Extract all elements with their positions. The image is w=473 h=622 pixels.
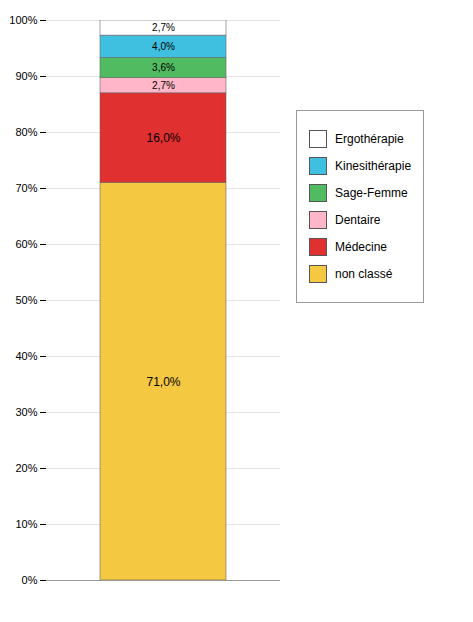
svg-text:3,6%: 3,6% — [152, 62, 175, 73]
svg-text:2,7%: 2,7% — [152, 22, 175, 33]
svg-text:100%: 100% — [9, 14, 37, 26]
svg-text:80%: 80% — [15, 126, 37, 138]
svg-text:0%: 0% — [22, 574, 38, 586]
svg-text:70%: 70% — [15, 182, 37, 194]
svg-text:4,0%: 4,0% — [152, 41, 175, 52]
svg-text:90%: 90% — [15, 70, 37, 82]
html-text:Dentaire: Dentaire — [335, 213, 381, 227]
html-text:Médecine: Médecine — [335, 240, 387, 254]
svg-text:2,7%: 2,7% — [152, 80, 175, 91]
html-text:Ergothérapie: Ergothérapie — [335, 132, 404, 146]
svg-text:50%: 50% — [15, 294, 37, 306]
svg-text:30%: 30% — [15, 406, 37, 418]
svg-text:16,0%: 16,0% — [146, 131, 180, 145]
svg-text:10%: 10% — [15, 518, 37, 530]
svg-text:20%: 20% — [15, 462, 37, 474]
html-text:non classé: non classé — [335, 267, 393, 281]
svg-text:40%: 40% — [15, 350, 37, 362]
html-text:Kinesithérapie: Kinesithérapie — [335, 159, 412, 173]
svg-text:71,0%: 71,0% — [146, 375, 180, 389]
svg-text:60%: 60% — [15, 238, 37, 250]
html-text:Sage-Femme: Sage-Femme — [335, 186, 408, 200]
